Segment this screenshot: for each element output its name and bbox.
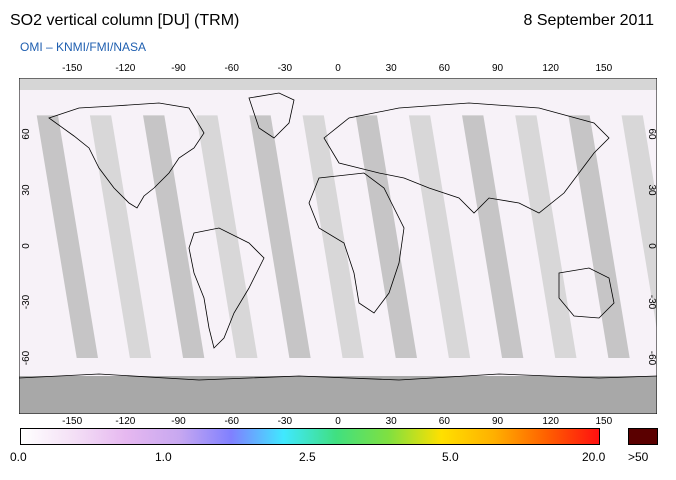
tick-label: 30 (21, 184, 32, 196)
orbit-swath (196, 115, 258, 358)
tick-label: -90 (171, 416, 186, 427)
orbit-swath (515, 115, 577, 358)
tick-label: 0 (21, 243, 32, 249)
coast-antarctica (19, 373, 657, 381)
data-credit: OMI – KNMI/FMI/NASA (20, 40, 147, 54)
orbit-swath (621, 115, 657, 331)
tick-label: 30 (386, 416, 398, 427)
colorbar (20, 428, 600, 445)
tick-label: 90 (492, 63, 504, 74)
polar-gray-south (19, 376, 657, 414)
coast-australia (558, 267, 615, 319)
tick-label: 120 (542, 63, 559, 74)
tick-label: 150 (595, 416, 612, 427)
tick-label: -60 (646, 351, 657, 366)
colorbar-label-4: 20.0 (582, 450, 606, 464)
tick-label: 0 (335, 416, 341, 427)
tick-label: 120 (542, 416, 559, 427)
tick-label: 150 (595, 63, 612, 74)
coast-africa (308, 172, 405, 314)
coastlines (19, 92, 657, 381)
tick-label: 30 (646, 184, 657, 196)
tick-label: -30 (278, 63, 293, 74)
latitude-labels-left: 60 30 0 -30 -60 (21, 128, 32, 365)
colorbar-overflow-swatch (628, 428, 658, 445)
coast-south-america (188, 227, 265, 349)
tick-label: 90 (492, 416, 504, 427)
tick-label: 0 (335, 63, 341, 74)
tick-label: -30 (278, 416, 293, 427)
polar-gray-north (19, 78, 657, 90)
map-title: SO2 vertical column [DU] (TRM) (10, 12, 240, 29)
tick-label: -30 (21, 294, 32, 309)
tick-label: -30 (646, 295, 657, 310)
orbit-swath (355, 115, 417, 358)
tick-label: -120 (115, 416, 135, 427)
orbit-swath (143, 115, 205, 358)
colorbar-label-0: 0.0 (10, 450, 27, 464)
tick-label: 30 (386, 63, 398, 74)
colorbar-overflow-label: >50 (628, 450, 649, 464)
coast-eurasia (323, 102, 610, 214)
world-map: 60 30 0 -30 -60 60 30 0 -30 -60 (19, 78, 657, 414)
tick-label: 60 (646, 128, 657, 140)
orbit-swath (36, 115, 98, 358)
orbit-swath (462, 115, 524, 358)
orbit-swaths (36, 115, 657, 358)
tick-label: 60 (21, 128, 32, 140)
latitude-labels-right: 60 30 0 -30 -60 (646, 128, 657, 365)
colorbar-label-3: 5.0 (442, 450, 459, 464)
orbit-swath (568, 115, 630, 358)
tick-label: 60 (439, 63, 451, 74)
orbit-swath (408, 115, 471, 358)
tick-label: -150 (62, 63, 82, 74)
colorbar-label-1: 1.0 (155, 450, 172, 464)
tick-label: -60 (224, 416, 239, 427)
coast-north-america (48, 102, 205, 209)
coast-greenland (248, 92, 295, 139)
tick-label: -60 (21, 350, 32, 365)
tick-label: 60 (439, 416, 451, 427)
orbit-swath (249, 115, 311, 358)
colorbar-label-2: 2.5 (299, 450, 316, 464)
map-date: 8 September 2011 (523, 12, 654, 29)
tick-label: -90 (171, 63, 186, 74)
tick-label: 0 (646, 243, 657, 249)
tick-label: -60 (224, 63, 239, 74)
tick-label: -150 (62, 416, 82, 427)
tick-label: -120 (115, 63, 135, 74)
